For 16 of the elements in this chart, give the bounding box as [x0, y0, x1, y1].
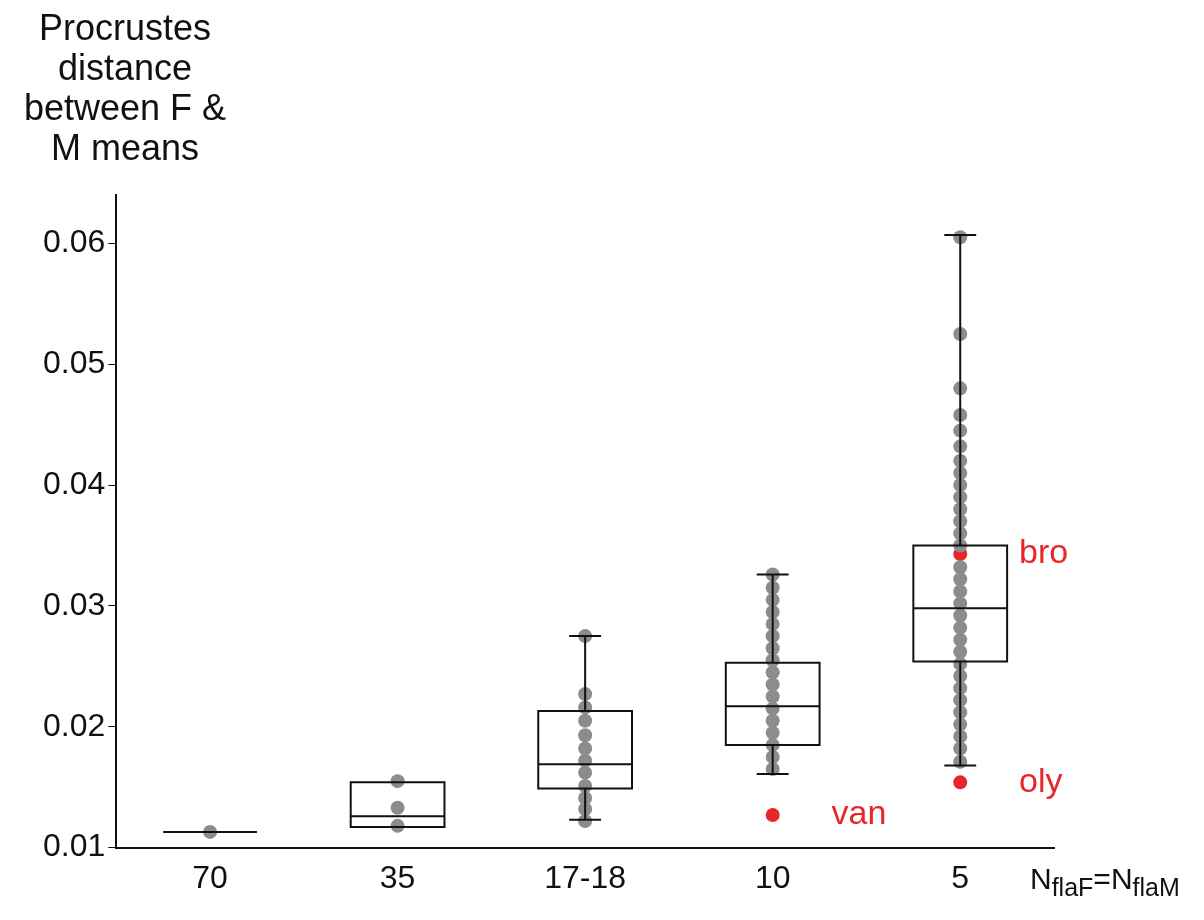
annotation: oly [1019, 760, 1063, 799]
y-tick-label: 0.04 [43, 464, 106, 501]
x-tick-label: 35 [379, 858, 416, 895]
y-tick-label: 0.03 [43, 585, 106, 622]
x-axis-title: N$_{flaF}$=N$_{flaM}$ [1030, 862, 1180, 902]
x-tick-label: 5 [951, 858, 970, 895]
x-tick-label: 17-18 [544, 858, 627, 895]
y-tick-label: 0.01 [43, 827, 106, 864]
y-tick-label: 0.02 [43, 706, 106, 743]
x-tick-label: 10 [754, 858, 791, 895]
y-tick-label: 0.06 [43, 223, 106, 260]
y-tick-label: 0.05 [43, 344, 106, 381]
annotation: bro [1019, 532, 1069, 571]
x-tick-label: 70 [192, 858, 228, 895]
y-axis-title: Procrustes distance between F & M means [22, 7, 228, 168]
annotation: van [831, 793, 887, 832]
